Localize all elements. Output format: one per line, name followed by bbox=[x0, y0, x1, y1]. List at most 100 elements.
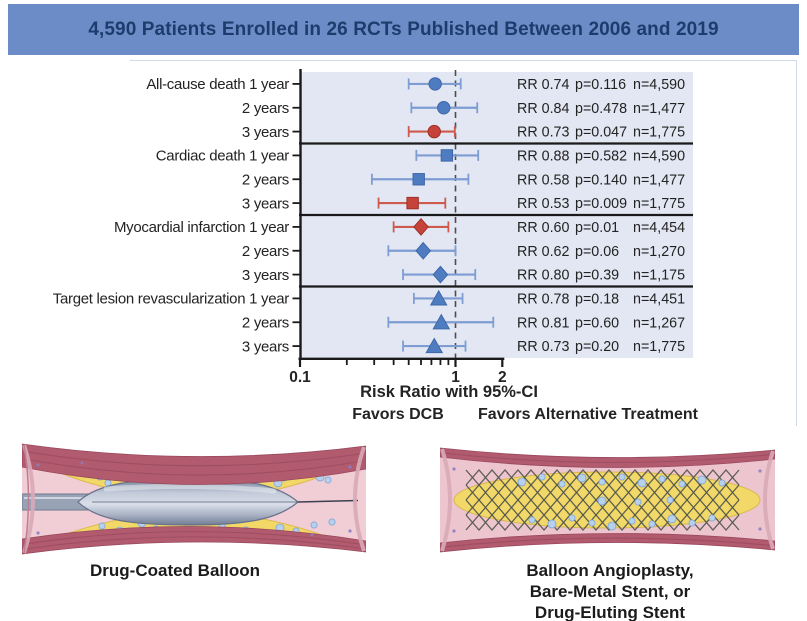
row-label: 3 years bbox=[242, 338, 289, 355]
wall-striation bbox=[442, 452, 773, 463]
vessel-end-cap-right bbox=[353, 446, 366, 552]
drug-particle bbox=[310, 521, 318, 529]
drug-particle bbox=[607, 521, 617, 531]
marker-triangle bbox=[425, 337, 444, 354]
drug-particles bbox=[517, 473, 726, 531]
drug-particle bbox=[688, 519, 696, 527]
row-label: 3 years bbox=[242, 124, 289, 141]
alternative-caption: Balloon Angioplasty, Bare-Metal Stent, o… bbox=[470, 560, 750, 621]
wall-striation bbox=[24, 531, 364, 546]
drug-particle bbox=[577, 473, 587, 483]
row-annotation: RR 0.74 p=0.116 n=4,590 bbox=[517, 77, 685, 93]
vessel-wall-top bbox=[22, 443, 366, 485]
marker-circle bbox=[427, 124, 441, 139]
drug-particle bbox=[666, 496, 674, 504]
row-annotation: RR 0.78 p=0.18 n=4,451 bbox=[517, 291, 685, 307]
drug-particle bbox=[98, 522, 106, 530]
drug-particle bbox=[517, 477, 527, 487]
drug-particle bbox=[538, 473, 546, 481]
drug-particle bbox=[634, 498, 642, 506]
row-annotation: RR 0.62 p=0.06 n=1,270 bbox=[517, 244, 685, 260]
drug-particle bbox=[658, 475, 666, 483]
wall-specks bbox=[36, 461, 352, 537]
row-label: All-cause death 1 year bbox=[146, 76, 289, 93]
marker-diamond bbox=[413, 217, 429, 236]
stent-vessel-illustration bbox=[440, 447, 775, 553]
row-label: 2 years bbox=[242, 314, 289, 331]
drug-particle bbox=[568, 514, 576, 522]
wall-striation bbox=[24, 536, 364, 550]
drug-particle bbox=[637, 478, 647, 488]
drug-particle bbox=[618, 473, 626, 481]
dcb-caption: Drug-Coated Balloon bbox=[90, 561, 260, 580]
drug-particle bbox=[718, 479, 726, 487]
row-label: 2 years bbox=[242, 171, 289, 188]
marker-circle bbox=[437, 101, 451, 115]
wall-striation bbox=[442, 537, 773, 548]
marker-circle bbox=[428, 77, 442, 91]
x-axis-title: Risk Ratio with 95%-CI bbox=[360, 383, 538, 401]
row-label: 3 years bbox=[242, 267, 289, 284]
drug-particle bbox=[558, 480, 566, 488]
alternative-caption-line: Drug-Eluting Stent bbox=[534, 603, 686, 621]
vessel-end-cap-left bbox=[22, 444, 35, 554]
row-annotation: RR 0.84 p=0.478 n=1,477 bbox=[517, 101, 685, 117]
marker-diamond bbox=[432, 265, 449, 284]
drug-particle bbox=[328, 518, 336, 526]
drug-particle bbox=[528, 516, 536, 524]
wall-striation bbox=[24, 450, 364, 467]
row-annotation: RR 0.60 p=0.01 n=4,454 bbox=[517, 220, 685, 236]
row-annotation: RR 0.53 p=0.009 n=1,775 bbox=[517, 196, 685, 212]
drug-particle bbox=[588, 519, 596, 527]
marker-triangle bbox=[432, 313, 451, 330]
row-annotation: RR 0.58 p=0.140 n=1,477 bbox=[517, 172, 685, 188]
favors-right-label: Favors Alternative Treatment bbox=[478, 406, 699, 423]
row-annotation: RR 0.80 p=0.39 n=1,175 bbox=[517, 268, 685, 284]
stent-wire bbox=[465, 484, 740, 501]
frame-right-hairline bbox=[796, 60, 797, 426]
row-annotation: RR 0.73 p=0.20 n=1,775 bbox=[517, 339, 685, 355]
dcb-vessel-illustration bbox=[22, 443, 366, 555]
marker-square bbox=[406, 196, 419, 210]
banner-title: 4,590 Patients Enrolled in 26 RCTs Publi… bbox=[88, 18, 719, 40]
row-label: 2 years bbox=[242, 243, 289, 260]
vessel-end-cap-left-edge bbox=[23, 444, 30, 554]
drug-particle bbox=[697, 475, 707, 485]
row-label: Cardiac death 1 year bbox=[156, 148, 290, 165]
drug-particle bbox=[628, 517, 636, 525]
marker-square bbox=[412, 173, 425, 186]
x-tick-label: 1 bbox=[451, 369, 460, 386]
wall-striation bbox=[24, 458, 364, 476]
row-label: Myocardial infarction 1 year bbox=[114, 219, 289, 236]
vessel-end-cap-left bbox=[440, 448, 452, 552]
drug-particle bbox=[708, 514, 716, 522]
favors-left-label: Favors DCB bbox=[352, 406, 444, 423]
balloon-highlight bbox=[103, 483, 277, 494]
vessel-wall-bottom bbox=[440, 533, 775, 553]
marker-diamond bbox=[415, 241, 432, 260]
wall-specks bbox=[452, 467, 762, 533]
row-label: Target lesion revascularization 1 year bbox=[53, 291, 290, 308]
drug-particle bbox=[324, 476, 332, 484]
alternative-caption-line: Bare-Metal Stent, or bbox=[529, 582, 691, 601]
row-annotation: RR 0.73 p=0.047 n=1,775 bbox=[517, 125, 685, 141]
marker-square bbox=[440, 149, 454, 162]
vessel-end-cap-right bbox=[763, 450, 775, 550]
vessel-wall-bottom bbox=[22, 526, 366, 555]
marker-triangle bbox=[429, 289, 448, 306]
x-tick-label: 2 bbox=[498, 369, 507, 386]
guidewire bbox=[297, 499, 359, 503]
alternative-caption-line: Balloon Angioplasty, bbox=[526, 561, 694, 580]
drug-particle bbox=[667, 514, 677, 524]
drug-particle bbox=[598, 478, 606, 486]
stent-wire bbox=[465, 499, 740, 516]
drug-particle bbox=[597, 496, 607, 506]
frame-top-hairline bbox=[130, 60, 797, 61]
x-tick-label: 0.1 bbox=[289, 369, 311, 386]
row-label: 2 years bbox=[242, 100, 289, 117]
stent-mesh bbox=[465, 469, 740, 531]
stent-wire bbox=[465, 469, 740, 486]
row-annotation: RR 0.81 p=0.60 n=1,267 bbox=[517, 315, 685, 331]
title-banner: 4,590 Patients Enrolled in 26 RCTs Publi… bbox=[8, 4, 799, 55]
